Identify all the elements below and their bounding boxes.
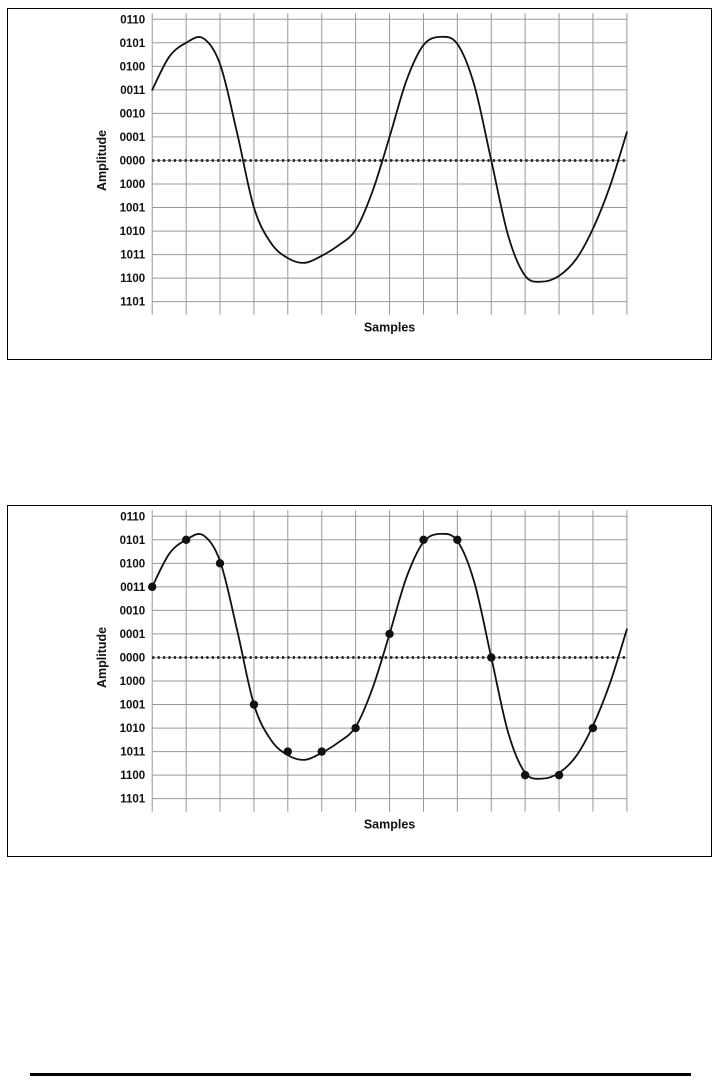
y-tick-label: 0101 bbox=[120, 535, 146, 547]
y-tick-label: 1100 bbox=[120, 770, 145, 782]
sample-dot bbox=[453, 535, 462, 545]
y-tick-label: 1010 bbox=[120, 226, 146, 238]
y-tick-label: 1101 bbox=[120, 794, 146, 806]
sample-dot bbox=[520, 770, 530, 780]
y-tick-label: 0001 bbox=[120, 629, 146, 641]
y-tick-label: 0010 bbox=[120, 108, 146, 120]
sample-dot bbox=[283, 747, 293, 756]
sampled-waveform-chart: 0110 0101 0100 0011 0010 0001 0000 1000 1001 1010… bbox=[7, 505, 712, 857]
y-tick-label: 0001 bbox=[120, 132, 146, 144]
sample-dot bbox=[351, 723, 360, 733]
sample-dots bbox=[147, 535, 598, 780]
sample-dot bbox=[588, 723, 598, 733]
y-tick-label: 0011 bbox=[120, 582, 146, 594]
x-gridlines bbox=[151, 13, 628, 315]
y-tick-label: 1010 bbox=[120, 723, 146, 735]
waveform-path bbox=[151, 35, 628, 283]
y-tick-label: 0110 bbox=[120, 511, 145, 523]
sample-dot bbox=[419, 535, 428, 545]
sampled-waveform-svg: 0110 0101 0100 0011 0010 0001 0000 1000 1001 1010… bbox=[95, 510, 628, 832]
y-tick-label: 0000 bbox=[120, 155, 146, 167]
y-tick-label: 1000 bbox=[120, 676, 146, 688]
y-gridlines-and-ticks: 0110 0101 0100 0011 0010 0001 0000 1000 1001 1010… bbox=[120, 14, 627, 309]
sample-dot bbox=[181, 535, 191, 545]
y-gridlines-and-ticks: 0110 0101 0100 0011 0010 0001 0000 1000 1001 1010… bbox=[120, 511, 627, 806]
sample-dot bbox=[249, 700, 259, 709]
y-tick-label: 0110 bbox=[120, 14, 145, 26]
sample-dot bbox=[487, 653, 496, 662]
y-tick-label: 1001 bbox=[120, 203, 146, 215]
sample-dot bbox=[215, 559, 225, 568]
x-axis-label: Samples bbox=[364, 818, 415, 832]
y-tick-label: 1011 bbox=[120, 250, 146, 262]
y-tick-label: 1100 bbox=[120, 273, 145, 285]
sample-dot bbox=[147, 582, 157, 592]
y-tick-label: 0101 bbox=[120, 38, 146, 50]
sample-dot bbox=[317, 747, 326, 756]
sample-dot bbox=[385, 629, 394, 639]
y-tick-label: 1001 bbox=[120, 700, 146, 712]
y-tick-label: 0011 bbox=[120, 85, 146, 97]
footer-rule bbox=[30, 1073, 691, 1076]
y-axis-label: Amplitude bbox=[95, 627, 109, 688]
y-tick-label: 0100 bbox=[120, 61, 146, 73]
y-tick-label: 1101 bbox=[120, 297, 146, 309]
y-tick-label: 1011 bbox=[120, 747, 146, 759]
analog-waveform-svg: 0110 0101 0100 0011 0010 0001 0000 1000 1001 1010… bbox=[95, 13, 628, 335]
y-axis-label: Amplitude bbox=[95, 130, 109, 191]
y-tick-label: 1000 bbox=[120, 179, 146, 191]
y-tick-label: 0000 bbox=[120, 652, 146, 664]
y-tick-label: 0100 bbox=[120, 558, 146, 570]
y-tick-label: 0010 bbox=[120, 605, 146, 617]
x-gridlines bbox=[151, 510, 628, 812]
analog-waveform-chart: 0110 0101 0100 0011 0010 0001 0000 1000 1001 1010… bbox=[7, 8, 712, 360]
x-axis-label: Samples bbox=[364, 321, 415, 335]
sample-dot bbox=[554, 770, 564, 780]
